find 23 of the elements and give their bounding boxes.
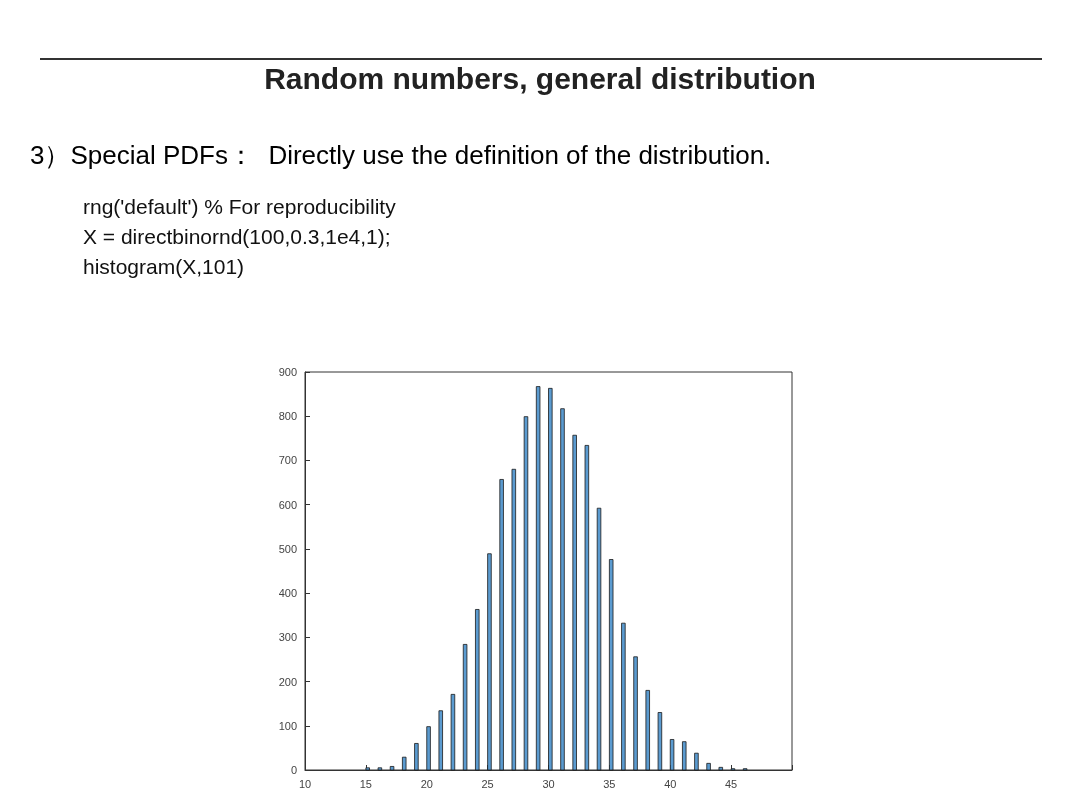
x-tick-label: 20 — [420, 777, 433, 790]
text: histogram(X,101) — [83, 254, 246, 280]
x-tick-label: 10 — [298, 777, 312, 790]
y-tick-label: 100 — [278, 719, 297, 732]
y-tick-label: 0 — [290, 764, 297, 776]
y-tick-label: 900 — [278, 366, 297, 378]
y-tick-label: 600 — [278, 498, 297, 511]
y-tick-label: 800 — [278, 410, 297, 423]
y-tick-label: 700 — [278, 454, 297, 467]
x-tick-label: 30 — [542, 777, 555, 790]
x-tick-label: 25 — [481, 777, 494, 790]
x-tick-label: 35 — [603, 777, 616, 790]
x-tick-label: 15 — [359, 777, 372, 790]
text: rng('default') % For reproducibility — [83, 194, 396, 220]
y-tick-label: 400 — [278, 587, 297, 600]
y-tick-label: 300 — [278, 631, 297, 644]
x-tick-label: 40 — [664, 777, 677, 790]
x-tick-label: 45 — [725, 777, 738, 790]
y-tick-label: 200 — [278, 675, 297, 688]
text: X = directbinornd(100,0.3,1e4,1); — [83, 224, 392, 250]
chart-title: Random numbers, general distribution — [263, 62, 817, 96]
chart-subtitle: 3）Special PDFs： Directly use the definition of the distribution. — [30, 139, 772, 172]
y-tick-label: 500 — [278, 542, 297, 555]
